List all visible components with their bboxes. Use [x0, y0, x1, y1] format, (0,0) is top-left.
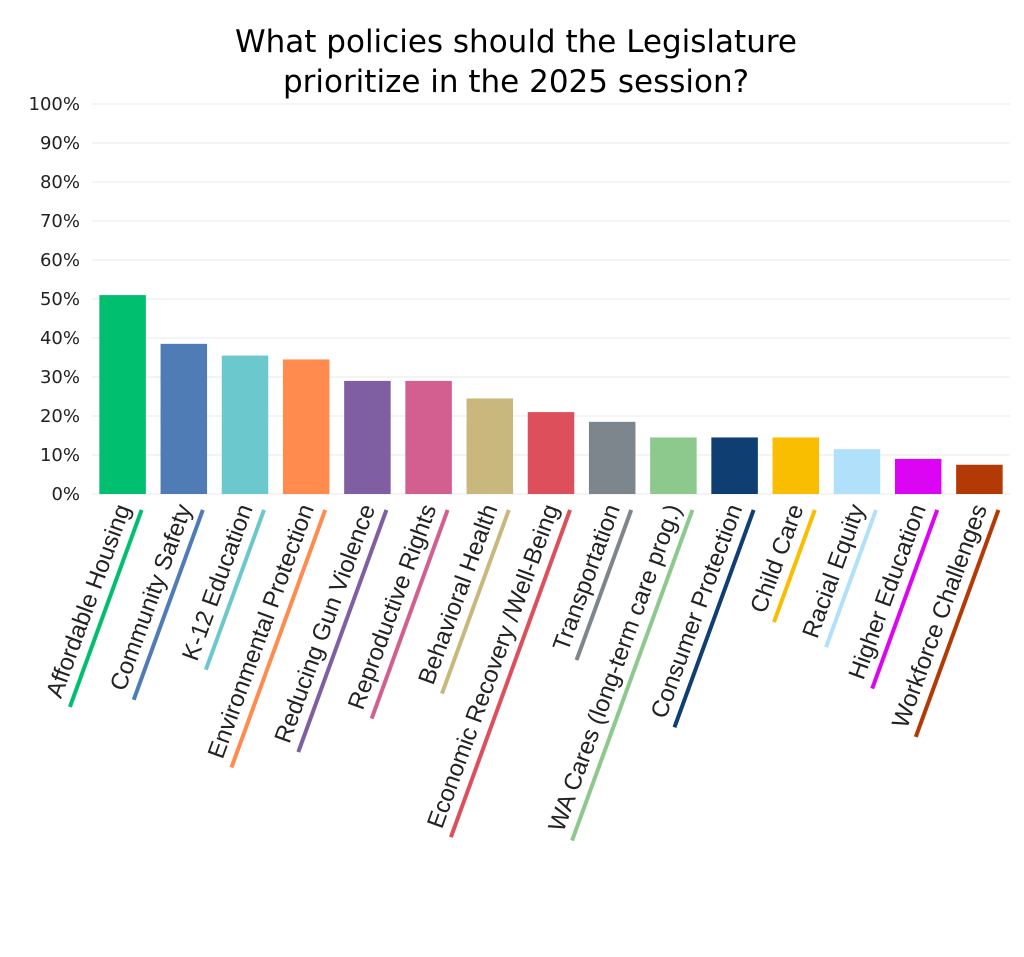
bar — [466, 398, 514, 494]
bar — [527, 412, 575, 494]
x-tick-underline — [296, 509, 389, 753]
bar — [772, 437, 820, 494]
bar — [588, 421, 636, 494]
bar — [894, 458, 942, 494]
x-tick-underline — [870, 509, 940, 690]
bar — [956, 464, 1003, 494]
x-tick-underline — [203, 509, 266, 671]
bar — [711, 437, 758, 494]
x-tick-underline — [772, 509, 817, 623]
x-tick-underline — [68, 509, 144, 708]
y-tick-label: 20% — [40, 406, 80, 427]
x-tick-underline — [574, 509, 634, 661]
y-tick-label: 80% — [40, 172, 80, 193]
bar — [650, 437, 697, 494]
bar — [405, 380, 452, 494]
x-tick-underline — [672, 509, 756, 729]
x-tick-underline — [131, 509, 205, 701]
x-tick-underline — [369, 509, 450, 720]
bar — [99, 295, 146, 494]
bar — [833, 449, 881, 494]
bar — [344, 380, 391, 494]
chart-title-line-1: What policies should the Legislature — [235, 24, 797, 60]
y-tick-label: 60% — [40, 250, 80, 271]
y-tick-label: 40% — [40, 328, 80, 349]
y-tick-label: 30% — [40, 367, 80, 388]
bars — [99, 295, 1003, 494]
x-tick-underline — [229, 509, 328, 769]
x-tick-underline — [448, 509, 572, 838]
x-tick-underline — [824, 509, 878, 648]
x-tick-label: Child Care — [745, 501, 809, 617]
y-tick-label: 70% — [40, 211, 80, 232]
y-tick-label: 90% — [40, 133, 80, 154]
x-tick-group: Child Care — [745, 501, 817, 623]
y-tick-label: 10% — [40, 445, 80, 466]
y-tick-label: 50% — [40, 289, 80, 310]
y-tick-label: 100% — [29, 94, 80, 115]
y-axis-ticks: 0% 10% 20% 30% 40% 50% 60% 70% 80% 90% 100% — [29, 94, 80, 505]
x-tick-underline — [913, 509, 1001, 738]
x-tick-underline — [440, 509, 511, 695]
y-tick-label: 0% — [51, 484, 80, 505]
bar — [160, 343, 208, 494]
bar — [221, 355, 269, 494]
x-tick-underline — [570, 509, 695, 842]
chart-title-line-2: prioritize in the 2025 session? — [283, 64, 749, 100]
bar — [282, 359, 330, 494]
